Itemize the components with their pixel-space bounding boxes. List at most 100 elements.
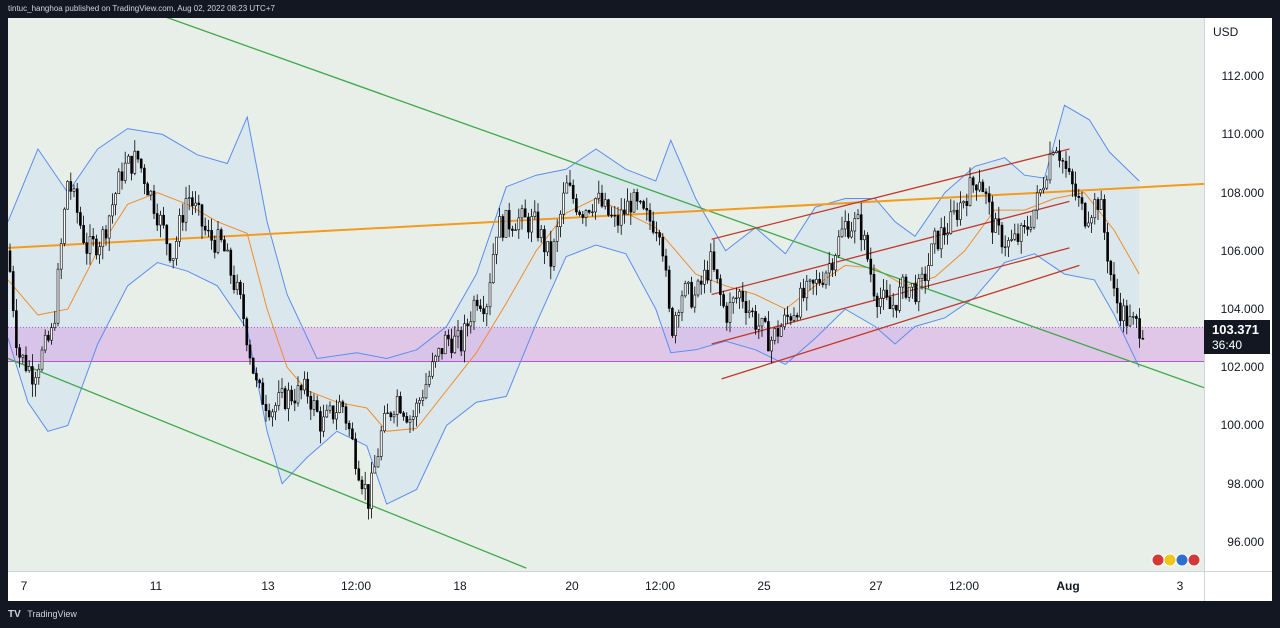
candle-body (367, 484, 370, 509)
candle-body (344, 406, 348, 424)
candle-body (354, 438, 357, 469)
candle-body (703, 269, 706, 285)
candle-body (658, 232, 661, 238)
candle-body (767, 321, 770, 352)
trendline-orange-2 (8, 182, 1204, 249)
last-price-label: 103.371 36:40 (1204, 320, 1270, 354)
candle-body (626, 200, 629, 215)
chart-background (8, 18, 1204, 571)
candle-body (619, 209, 623, 226)
candle-body (331, 405, 335, 420)
price-axis[interactable]: USD 112.000 110.000 108.000 106.000 104.000 1… (1204, 18, 1272, 571)
candle-body (731, 297, 735, 303)
candle-body (850, 230, 853, 238)
candle-body (347, 422, 351, 430)
candle-body (504, 209, 508, 238)
candle-body (907, 286, 911, 298)
candle-body (450, 338, 453, 354)
candle-body (824, 272, 828, 285)
candle-body (127, 155, 130, 164)
time-axis[interactable]: 7 11 13 12:00 18 20 12:00 25 27 12:00 Aug 3 (8, 571, 1204, 601)
candle-body (1112, 274, 1116, 289)
time-tick-label: 20 (565, 579, 579, 593)
price-chart[interactable] (8, 18, 1204, 571)
candle-body (341, 401, 345, 408)
candle-body (219, 229, 223, 241)
candle-body (725, 305, 729, 323)
candle-body (363, 484, 367, 490)
candle-body (693, 294, 697, 308)
candle-body (1058, 150, 1061, 161)
tradingview-brand[interactable]: TradingView (27, 609, 77, 619)
chart-plot-area[interactable] (8, 18, 1204, 571)
candle-body (130, 155, 133, 174)
candle-body (213, 239, 217, 253)
candle-body (447, 334, 450, 340)
candle-body (360, 479, 364, 490)
price-tick-label: 98.000 (1227, 476, 1264, 491)
candle-body (555, 226, 559, 242)
candle-body (264, 404, 268, 411)
axis-corner (1204, 571, 1272, 601)
candle-body (427, 375, 431, 385)
candle-body (776, 328, 780, 337)
candle-body (891, 304, 895, 310)
candle-body (82, 225, 85, 243)
candle-body (667, 269, 671, 309)
candle-body (821, 282, 825, 285)
candle-body (1023, 225, 1026, 227)
candle-body (1141, 337, 1145, 340)
candle-body (1007, 240, 1010, 248)
candle-body (469, 321, 473, 327)
candle-body (699, 280, 703, 285)
event-flags-icon[interactable] (1151, 553, 1201, 567)
candle-body (21, 354, 25, 358)
candle-body (779, 326, 783, 337)
candle-body (459, 330, 463, 352)
candle-body (651, 220, 655, 233)
candle-body (171, 258, 175, 261)
candle-body (1115, 287, 1119, 304)
candle-body (472, 299, 476, 323)
candle-body (741, 291, 745, 302)
candle-body (1096, 199, 1100, 210)
candle-body (31, 366, 34, 385)
candle-body (939, 227, 943, 250)
candle-body (674, 315, 677, 336)
candle-body (1010, 238, 1013, 241)
candle-body (1045, 179, 1049, 189)
candle-body (27, 366, 31, 371)
candle-body (607, 199, 610, 216)
candle-body (888, 296, 892, 310)
candle-body (744, 301, 748, 314)
left-margin (0, 18, 8, 601)
candle-body (632, 191, 636, 213)
candle-body (799, 287, 802, 318)
candle-body (754, 311, 757, 330)
candle-body (258, 379, 261, 384)
candle-body (290, 389, 293, 402)
candle-body (655, 231, 658, 234)
candle-body (783, 314, 786, 328)
candle-body (818, 279, 821, 284)
candle-body (277, 392, 281, 406)
candle-body (85, 242, 89, 254)
candle-body (898, 286, 901, 311)
candle-body (517, 217, 521, 231)
candle-body (72, 188, 76, 192)
candle-body (709, 251, 713, 281)
candle-body (296, 385, 300, 404)
tradingview-logo-icon[interactable]: TV (8, 609, 21, 620)
candle-body (306, 378, 309, 397)
price-tick-label: 110.000 (1221, 127, 1265, 142)
candle-body (738, 291, 741, 299)
candle-body (389, 412, 393, 418)
candle-body (338, 401, 341, 413)
price-tick-label: 102.000 (1220, 360, 1264, 375)
candle-body (757, 325, 761, 330)
price-tick-label: 96.000 (1227, 534, 1264, 549)
candle-body (789, 316, 793, 321)
candle-body (866, 234, 869, 260)
candle-body (395, 395, 399, 415)
time-tick-label: 3 (1176, 579, 1184, 593)
